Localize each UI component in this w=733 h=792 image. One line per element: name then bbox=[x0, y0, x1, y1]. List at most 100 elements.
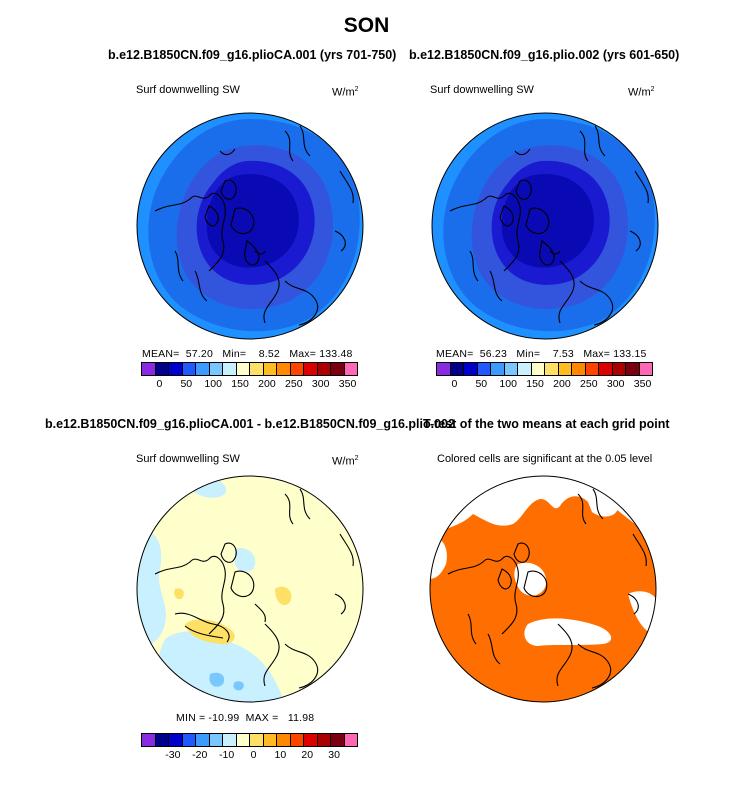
panel1-colorbar-ticks: 0 50 100 150 200 250 300 350 bbox=[141, 377, 357, 391]
colorbar-swatch bbox=[182, 363, 196, 375]
colorbar-tick-label: 300 bbox=[606, 378, 625, 390]
colorbar-tick-label: 0 bbox=[451, 378, 458, 390]
panel3-field-neg-west bbox=[137, 531, 167, 646]
colorbar-swatch bbox=[518, 363, 532, 375]
colorbar-swatch bbox=[331, 363, 345, 375]
colorbar-tick-label: 300 bbox=[311, 378, 330, 390]
panel3-field-pos-3 bbox=[174, 588, 184, 600]
panel1-variable-label: Surf downwelling SW bbox=[136, 84, 240, 96]
colorbar-swatch bbox=[344, 734, 357, 746]
colorbar-swatch bbox=[331, 734, 345, 746]
colorbar-swatch bbox=[585, 363, 599, 375]
colorbar-swatch bbox=[290, 363, 304, 375]
panel2-map bbox=[431, 112, 659, 340]
colorbar-tick-label: 100 bbox=[204, 378, 222, 390]
colorbar-swatch bbox=[491, 363, 505, 375]
colorbar-tick-label: -10 bbox=[219, 749, 235, 761]
colorbar-tick-label: 50 bbox=[475, 378, 488, 390]
colorbar-swatch bbox=[250, 363, 264, 375]
panel2-units: W/m2 bbox=[628, 86, 655, 99]
panel4-insignificant-band bbox=[524, 618, 612, 646]
panel3-coastlines bbox=[154, 488, 354, 689]
colorbar-tick-label: 250 bbox=[580, 378, 598, 390]
panel3-title: b.e12.B1850CN.f09_g16.plioCA.001 - b.e12… bbox=[45, 417, 455, 431]
colorbar-swatch bbox=[196, 363, 210, 375]
panel2-stats: MEAN= 56.23 Min= 7.53 Max= 133.15 bbox=[436, 348, 647, 360]
panel2-title: b.e12.B1850CN.f09_g16.plio.002 (yrs 601-… bbox=[409, 48, 680, 62]
colorbar-swatch bbox=[142, 363, 156, 375]
colorbar-swatch bbox=[599, 363, 613, 375]
colorbar-swatch bbox=[626, 363, 640, 375]
colorbar-swatch bbox=[572, 363, 586, 375]
colorbar-tick-label: 200 bbox=[258, 378, 276, 390]
colorbar-swatch bbox=[223, 363, 237, 375]
colorbar-swatch bbox=[277, 363, 291, 375]
colorbar-swatch bbox=[182, 734, 196, 746]
colorbar-tick-label: 0 bbox=[156, 378, 163, 390]
panel1-units: W/m2 bbox=[332, 86, 359, 99]
panel4-map bbox=[429, 475, 657, 703]
colorbar-tick-label: 10 bbox=[274, 749, 287, 761]
colorbar-tick-label: 100 bbox=[499, 378, 517, 390]
colorbar-swatch bbox=[639, 363, 652, 375]
colorbar-swatch bbox=[545, 363, 559, 375]
colorbar-swatch bbox=[437, 363, 451, 375]
colorbar-tick-label: -30 bbox=[165, 749, 181, 761]
colorbar-swatch bbox=[304, 363, 318, 375]
colorbar-tick-label: 20 bbox=[301, 749, 314, 761]
panel3-colorbar-ticks: -30 -20 -10 0 10 20 30 bbox=[141, 748, 356, 762]
colorbar-swatch bbox=[317, 363, 331, 375]
panel3-field-neg-strong bbox=[209, 672, 225, 687]
colorbar-tick-label: 0 bbox=[250, 749, 257, 761]
colorbar-tick-label: 150 bbox=[526, 378, 544, 390]
colorbar-swatch bbox=[250, 734, 264, 746]
colorbar-swatch bbox=[464, 363, 478, 375]
panel2-coastlines bbox=[449, 125, 649, 326]
colorbar-swatch bbox=[504, 363, 518, 375]
colorbar-swatch bbox=[290, 734, 304, 746]
panel4-significant-main bbox=[430, 496, 656, 702]
colorbar-swatch bbox=[263, 363, 277, 375]
colorbar-swatch bbox=[209, 734, 223, 746]
colorbar-swatch bbox=[169, 734, 183, 746]
panel3-field-neg-strong2 bbox=[233, 681, 244, 691]
panel3-colorbar bbox=[141, 733, 358, 747]
colorbar-swatch bbox=[142, 734, 156, 746]
colorbar-tick-label: -20 bbox=[192, 749, 208, 761]
panel1-field-core bbox=[206, 174, 299, 268]
panel1-coastlines bbox=[154, 125, 354, 326]
panel2-map-border bbox=[431, 112, 659, 340]
colorbar-swatch bbox=[531, 363, 545, 375]
panel3-map bbox=[136, 475, 364, 703]
panel2-field-core bbox=[501, 174, 594, 268]
panel3-field-pos-2 bbox=[275, 586, 292, 606]
panel2-variable-label: Surf downwelling SW bbox=[430, 84, 534, 96]
colorbar-swatch bbox=[304, 734, 318, 746]
colorbar-swatch bbox=[277, 734, 291, 746]
colorbar-tick-label: 250 bbox=[285, 378, 303, 390]
colorbar-swatch bbox=[236, 734, 250, 746]
panel3-field-neg-center bbox=[234, 548, 256, 572]
panel4-map-border bbox=[429, 475, 657, 703]
panel4-insignificant-ne bbox=[588, 496, 618, 517]
panel3-map-border bbox=[136, 475, 364, 703]
main-title: SON bbox=[343, 14, 390, 37]
panel3-stats: MIN = -10.99 MAX = 11.98 bbox=[176, 712, 315, 724]
panel2-colorbar bbox=[436, 362, 653, 376]
colorbar-swatch bbox=[477, 363, 491, 375]
colorbar-tick-label: 350 bbox=[338, 378, 357, 390]
panel4-insignificant-center bbox=[514, 562, 547, 596]
panel4-title: T-test of the two means at each grid poi… bbox=[423, 417, 670, 431]
panel1-map bbox=[136, 112, 364, 340]
colorbar-swatch bbox=[317, 734, 331, 746]
colorbar-tick-label: 350 bbox=[633, 378, 652, 390]
colorbar-tick-label: 30 bbox=[328, 749, 340, 761]
colorbar-tick-label: 200 bbox=[553, 378, 571, 390]
panel1-colorbar bbox=[141, 362, 358, 376]
colorbar-swatch bbox=[169, 363, 183, 375]
colorbar-swatch bbox=[155, 363, 169, 375]
colorbar-swatch bbox=[263, 734, 277, 746]
colorbar-swatch bbox=[450, 363, 464, 375]
panel4-coastlines bbox=[447, 488, 647, 689]
panel1-stats: MEAN= 57.20 Min= 8.52 Max= 133.48 bbox=[142, 348, 353, 360]
